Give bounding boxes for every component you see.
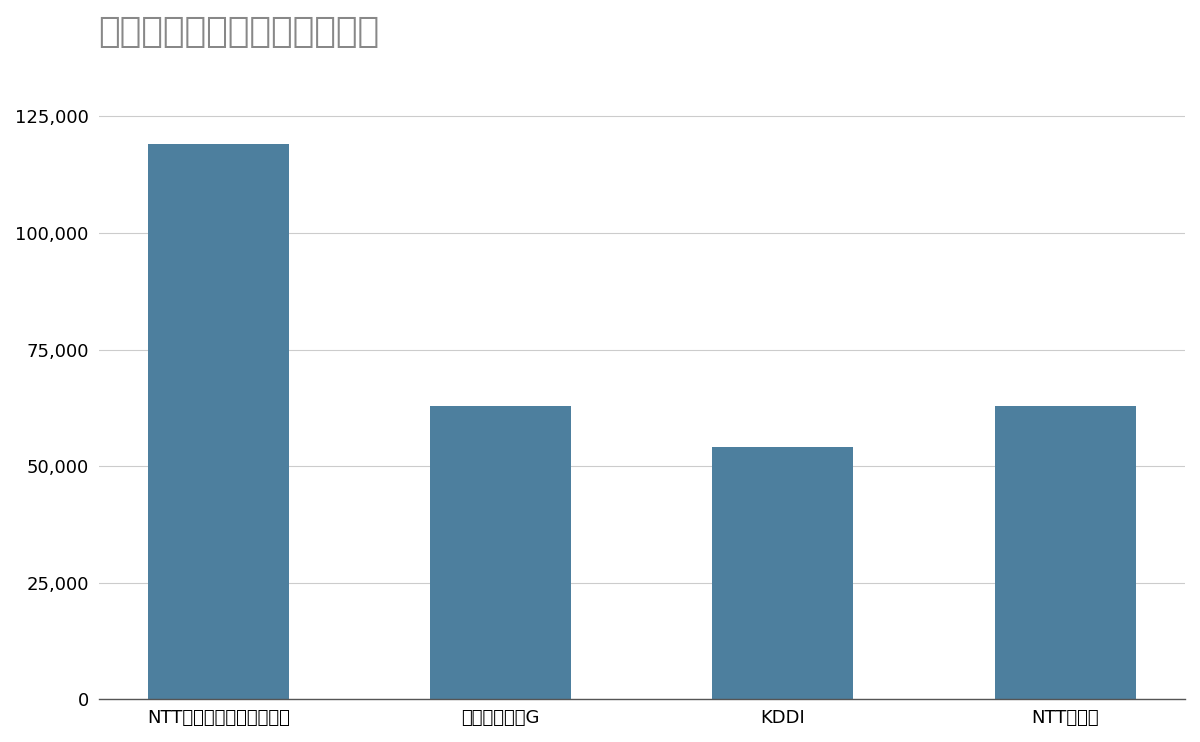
Text: 競合含む年間売上高（億円）: 競合含む年間売上高（億円） bbox=[98, 15, 379, 49]
Bar bbox=[995, 406, 1135, 699]
Bar bbox=[430, 406, 571, 699]
Bar bbox=[148, 145, 289, 699]
Bar bbox=[713, 447, 853, 699]
